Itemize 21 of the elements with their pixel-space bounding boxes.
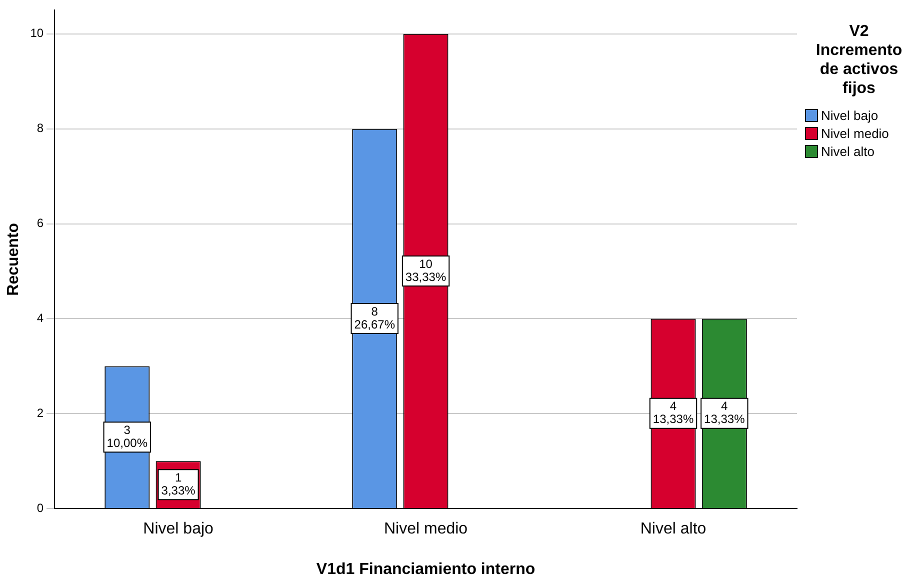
legend-label: Nivel medio	[821, 126, 889, 140]
x-tick-label: Nivel alto	[640, 520, 706, 538]
x-tick-label: Nivel medio	[384, 520, 468, 538]
data-label: 4 13,33%	[652, 399, 694, 426]
y-tick-label: 2	[36, 406, 44, 420]
legend-title: V2 Incremento de activos fijos	[814, 22, 904, 98]
y-axis-title: Recuento	[5, 222, 22, 296]
data-label: 4 13,33%	[704, 399, 746, 426]
y-tick-label: 10	[30, 26, 44, 40]
data-label: 8 26,67%	[354, 304, 396, 332]
y-tick-label: 0	[36, 500, 44, 515]
legend-label: Nivel alto	[821, 144, 874, 158]
y-tick-label: 8	[36, 121, 44, 136]
y-tick-label: 6	[36, 216, 44, 230]
data-label: 10 33,33%	[405, 256, 446, 284]
x-axis-title: V1d1 Financiamiento interno	[316, 560, 536, 578]
data-label: 3 10,00%	[106, 422, 148, 450]
legend-label: Nivel bajo	[821, 108, 878, 122]
data-label: 1 3,33%	[161, 470, 196, 498]
y-tick-label: 4	[36, 311, 44, 326]
x-tick-label: Nivel bajo	[143, 520, 214, 538]
